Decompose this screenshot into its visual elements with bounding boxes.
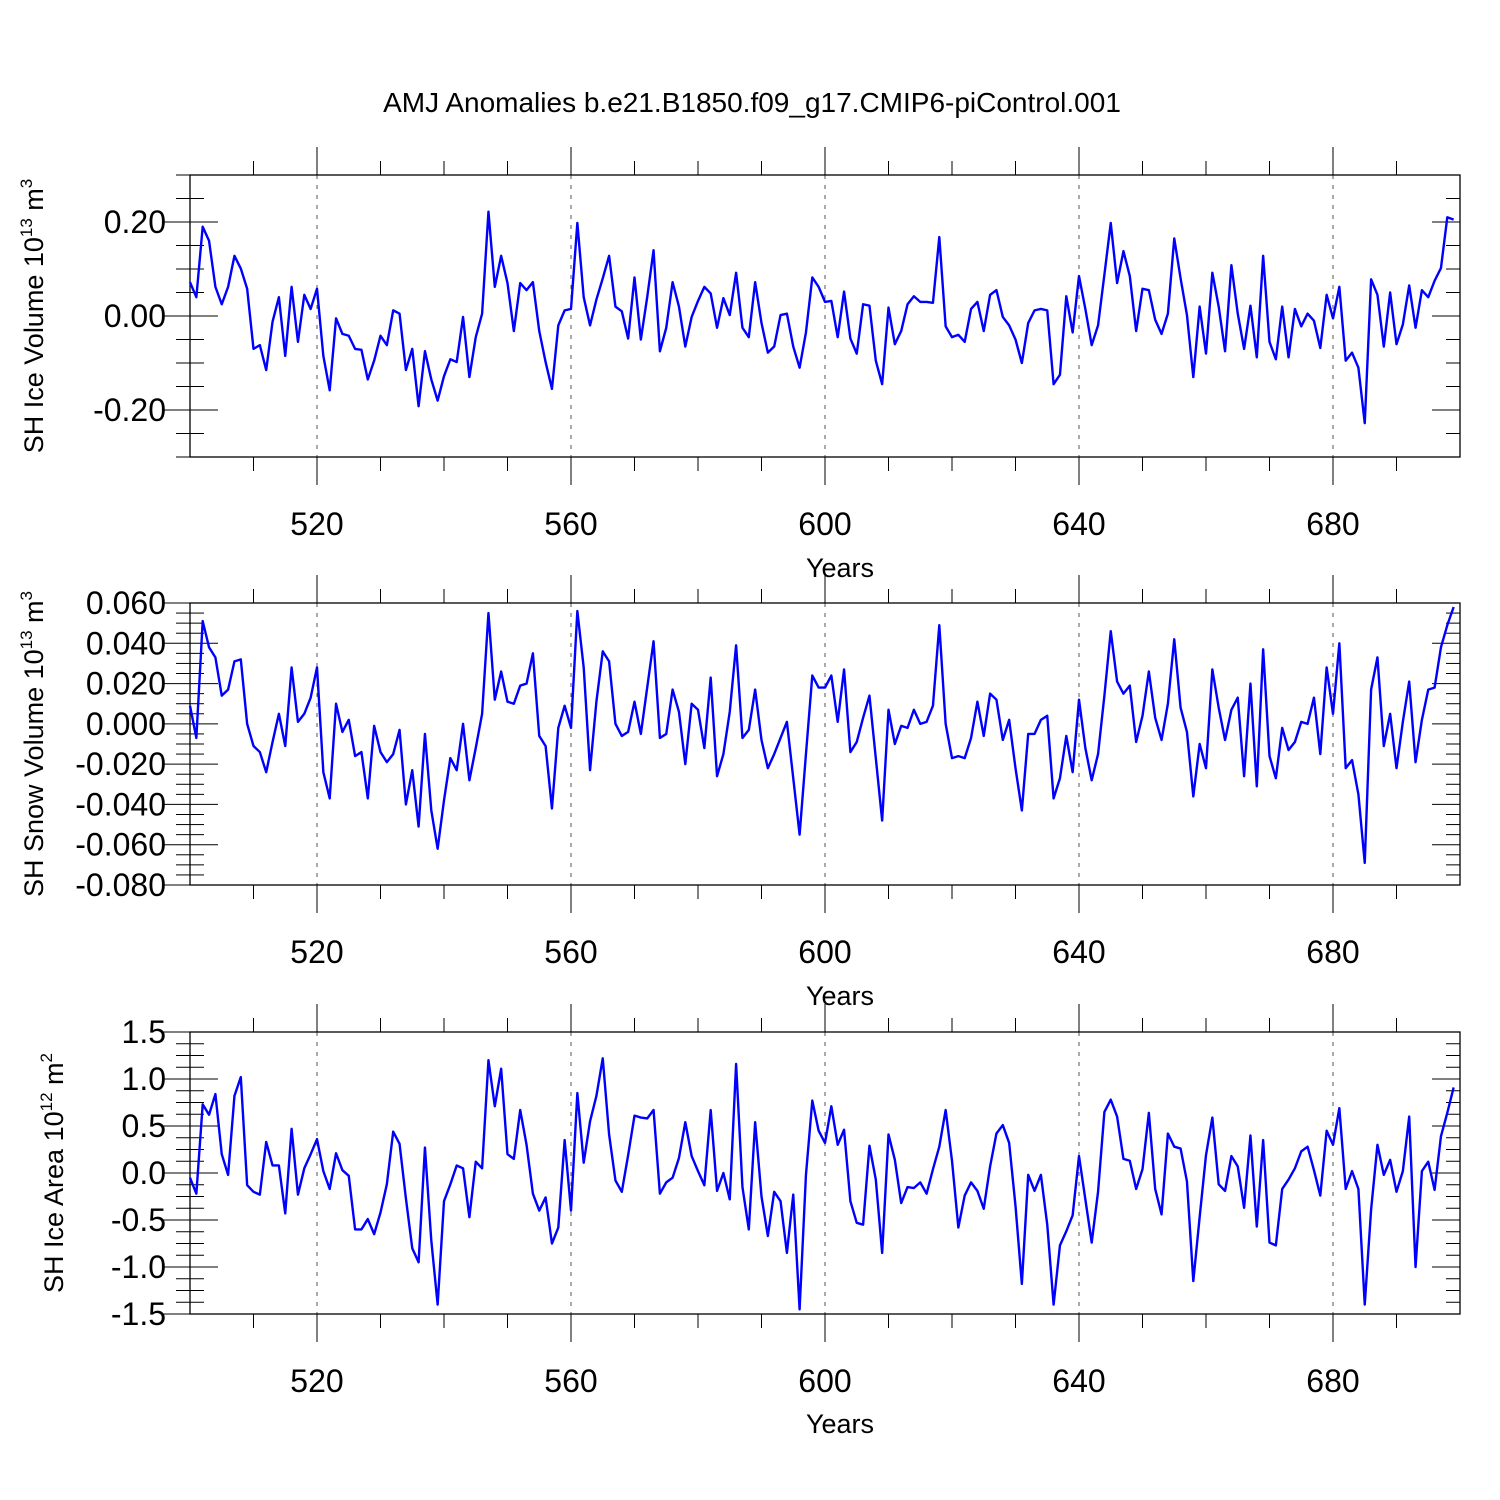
chart-panel-1: 520 560 600 640 680 Years -0.20 0.00 0.20 SH Ice … [17, 147, 1461, 583]
data-series-line [188, 1057, 1455, 1311]
y-tick-label: 0.060 [86, 585, 166, 621]
y-tick-label: -0.20 [93, 392, 166, 428]
y-axis-label-unit-exponent: 3 [17, 179, 36, 188]
x-tick-label: 600 [798, 1363, 851, 1399]
y-tick-label: 0.00 [104, 298, 166, 334]
y-axis-label-unit: m [19, 600, 49, 630]
x-tick-label: 640 [1052, 934, 1105, 970]
y-tick-label: 0.20 [104, 204, 166, 240]
y-tick-label: 1.5 [122, 1014, 166, 1050]
x-tick-label: 560 [544, 506, 597, 542]
y-axis-label-unit: m [39, 1062, 69, 1092]
x-tick-label: 640 [1052, 506, 1105, 542]
y-axis-label-main: SH Snow Volume 10 [19, 649, 49, 897]
y-axis-label: SH Ice Volume 1013 m3 [17, 179, 49, 454]
x-tick-label: 520 [290, 934, 343, 970]
y-tick-label: 0.0 [122, 1155, 166, 1191]
y-tick-label: -1.5 [111, 1296, 166, 1332]
data-series-line [188, 606, 1455, 865]
y-tick-label: 0.000 [86, 706, 166, 742]
x-tick-label: 680 [1306, 506, 1359, 542]
x-tick-label: 680 [1306, 1363, 1359, 1399]
x-tick-label: 520 [290, 1363, 343, 1399]
y-axis-label-unit: m [19, 188, 49, 218]
y-tick-label: 0.5 [122, 1108, 166, 1144]
x-axis-label: Years [806, 981, 874, 1011]
y-tick-label: -0.060 [75, 827, 166, 863]
x-tick-label: 600 [798, 506, 851, 542]
y-axis-label-exponent: 12 [37, 1092, 56, 1111]
y-axis-label: SH Ice Area 1012 m2 [37, 1053, 69, 1293]
panels: 520 560 600 640 680 Years -0.20 0.00 0.20 SH Ice … [17, 147, 1461, 1439]
y-tick-label: -0.080 [75, 867, 166, 903]
y-tick-label: -0.040 [75, 786, 166, 822]
x-tick-label: 520 [290, 506, 343, 542]
y-axis-label-main: SH Ice Volume 10 [19, 237, 49, 453]
x-tick-label: 560 [544, 934, 597, 970]
chart-panel-3: 520 560 600 640 680 Years -1.5 -1.0 -0.5 0.0 0.5 1.… [37, 1004, 1461, 1439]
y-axis-label-exponent: 13 [17, 218, 36, 237]
y-axis-label-main: SH Ice Area 10 [39, 1111, 69, 1293]
x-axis-label: Years [806, 1409, 874, 1439]
data-series-line [188, 210, 1455, 425]
y-axis-label: SH Snow Volume 1013 m3 [17, 591, 49, 897]
x-tick-label: 600 [798, 934, 851, 970]
y-axis-label-unit-exponent: 3 [17, 591, 36, 600]
y-tick-label: 0.020 [86, 666, 166, 702]
x-tick-label: 640 [1052, 1363, 1105, 1399]
y-tick-label: -1.0 [111, 1249, 166, 1285]
x-tick-label: 680 [1306, 934, 1359, 970]
x-tick-label: 560 [544, 1363, 597, 1399]
y-tick-label: 0.040 [86, 625, 166, 661]
y-axis-label-exponent: 13 [17, 630, 36, 649]
y-tick-label: 1.0 [122, 1061, 166, 1097]
y-tick-label: -0.5 [111, 1202, 166, 1238]
figure-title: AMJ Anomalies b.e21.B1850.f09_g17.CMIP6-… [383, 87, 1121, 118]
x-axis-label: Years [806, 553, 874, 583]
chart-panel-2: 520 560 600 640 680 Years -0.080 -0.060 -0.040 -0… [17, 575, 1461, 1011]
y-tick-label: -0.020 [75, 746, 166, 782]
y-axis-label-unit-exponent: 2 [37, 1053, 56, 1062]
